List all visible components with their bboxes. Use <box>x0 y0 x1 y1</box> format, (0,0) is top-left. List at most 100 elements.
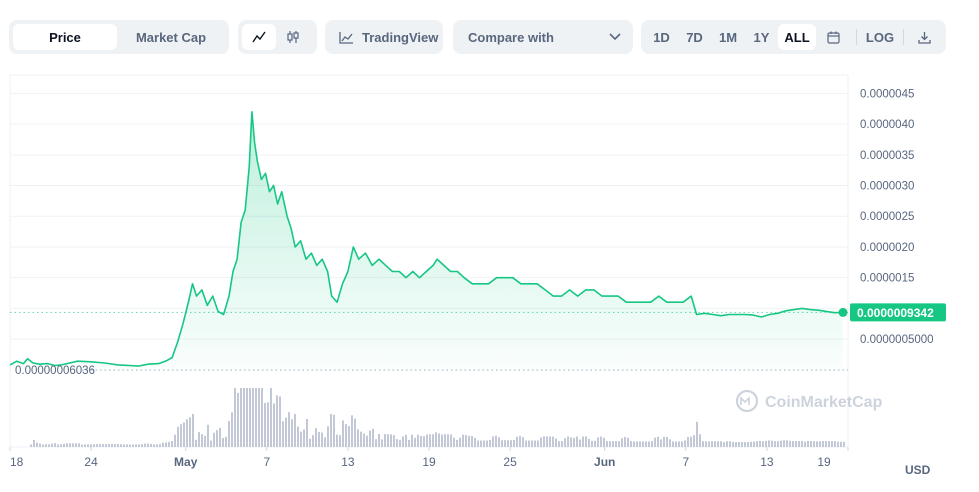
volume-bar <box>348 426 350 447</box>
download-button[interactable] <box>910 24 938 50</box>
range-1y-button[interactable]: 1Y <box>753 29 770 45</box>
volume-bar <box>651 441 653 447</box>
range-1m-button[interactable]: 1M <box>718 29 738 45</box>
volume-bar <box>510 440 512 447</box>
volume-bar <box>177 426 179 447</box>
volume-bar <box>249 388 251 447</box>
volume-bar <box>621 438 623 447</box>
tradingview-button[interactable]: TradingView <box>325 20 443 54</box>
volume-bar <box>648 441 650 447</box>
volume-bar <box>57 444 59 447</box>
volume-bar <box>42 444 44 447</box>
volume-bar <box>480 440 482 447</box>
volume-bar <box>330 413 332 447</box>
volume-bar <box>591 440 593 447</box>
volume-bar <box>405 434 407 447</box>
volume-bar <box>555 438 557 447</box>
volume-bar <box>81 444 83 447</box>
volume-bar <box>213 432 215 447</box>
volume-bar <box>246 388 248 447</box>
date-range-button[interactable] <box>816 24 850 50</box>
volume-bar <box>333 414 335 447</box>
volume-bar <box>471 435 473 447</box>
volume-bar <box>96 444 98 447</box>
volume-bar <box>684 440 686 447</box>
volume-bar <box>267 402 269 447</box>
volume-bar <box>534 440 536 447</box>
volume-bar <box>585 436 587 447</box>
volume-bar <box>600 436 602 447</box>
y-tick-label: 0.0000035 <box>860 150 914 162</box>
volume-bar <box>216 430 218 447</box>
volume-bar <box>546 436 548 447</box>
volume-bar <box>639 441 641 447</box>
volume-bar <box>390 434 392 447</box>
volume-bar <box>138 444 140 447</box>
volume-bar <box>300 431 302 447</box>
volume-bar <box>702 441 704 447</box>
tab-price[interactable]: Price <box>13 24 117 50</box>
tradingview-label: TradingView <box>362 29 439 45</box>
volume-bar <box>255 388 257 447</box>
volume-bar <box>372 428 374 447</box>
price-line <box>9 111 843 367</box>
volume-bar <box>36 442 38 447</box>
range-7d-button[interactable]: 7D <box>686 29 703 45</box>
volume-bar <box>264 402 266 447</box>
volume-bar <box>420 436 422 447</box>
volume-bar <box>744 442 746 447</box>
line-chart-button[interactable] <box>242 24 276 50</box>
volume-bar <box>732 441 734 447</box>
range-all-button[interactable]: ALL <box>778 24 816 50</box>
volume-bar <box>219 427 221 447</box>
volume-bar <box>327 426 329 447</box>
candlestick-button[interactable] <box>276 24 310 50</box>
volume-bar <box>147 443 149 447</box>
x-tick-label: 18 <box>10 455 24 469</box>
volume-bar <box>603 437 605 447</box>
volume-bar <box>324 437 326 447</box>
volume-bar <box>186 419 188 447</box>
volume-bar <box>54 443 56 447</box>
volume-bar <box>630 441 632 447</box>
volume-bar <box>183 422 185 447</box>
volume-bar <box>456 439 458 447</box>
compare-with-dropdown[interactable]: Compare with <box>453 20 633 54</box>
volume-bar <box>825 441 827 447</box>
volume-bar <box>105 444 107 447</box>
volume-bar <box>582 436 584 447</box>
volume-bar <box>453 437 455 447</box>
volume-bar <box>207 424 209 447</box>
volume-bar <box>501 440 503 447</box>
volume-bar <box>135 444 137 447</box>
download-icon <box>917 31 931 44</box>
volume-bar <box>360 431 362 447</box>
volume-bar <box>813 441 815 447</box>
volume-bar <box>171 441 173 447</box>
range-1d-button[interactable]: 1D <box>653 29 670 45</box>
volume-bar <box>633 441 635 447</box>
volume-bar <box>447 434 449 447</box>
volume-bar <box>528 440 530 447</box>
volume-bar <box>288 412 290 447</box>
log-divider <box>903 29 904 45</box>
y-tick-label: 0.0000045 <box>860 88 914 100</box>
volume-bar <box>159 444 161 447</box>
volume-bar <box>258 388 260 447</box>
volume-bar <box>483 440 485 447</box>
volume-bar <box>402 436 404 447</box>
log-scale-button[interactable]: LOG <box>865 29 895 45</box>
volume-bar <box>174 434 176 447</box>
volume-bar <box>309 438 311 447</box>
volume-bar <box>678 441 680 447</box>
y-tick-label: 0.0000005000 <box>860 334 934 346</box>
volume-bar <box>75 443 77 447</box>
volume-bar <box>561 441 563 447</box>
volume-bar <box>399 439 401 447</box>
tab-market-cap[interactable]: Market Cap <box>135 29 207 45</box>
volume-bar <box>495 435 497 447</box>
volume-bar <box>345 424 347 447</box>
volume-bar <box>840 441 842 447</box>
volume-bar <box>804 441 806 447</box>
